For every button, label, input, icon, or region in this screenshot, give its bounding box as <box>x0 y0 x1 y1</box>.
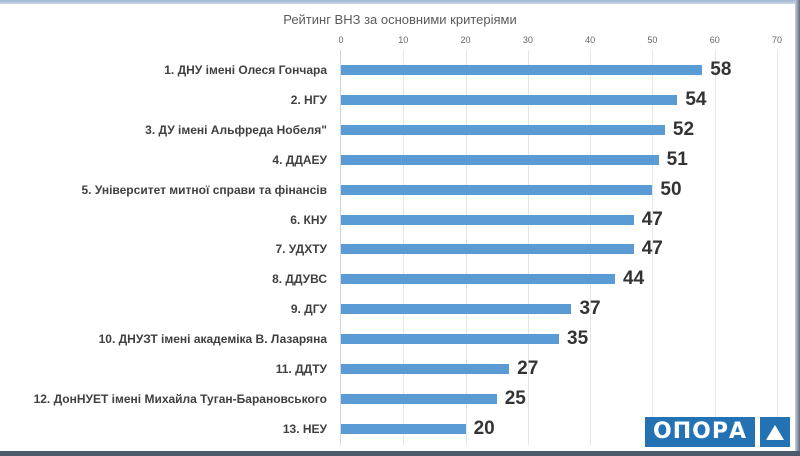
frame-bottom-border <box>0 451 800 456</box>
bar-row: 4. ДДАЕУ 51 <box>0 145 790 175</box>
value-label: 20 <box>473 417 495 439</box>
frame-right-border <box>795 0 800 456</box>
value-label: 37 <box>579 298 601 320</box>
bar <box>341 334 559 345</box>
bar <box>341 364 510 374</box>
bar <box>341 184 653 195</box>
value-label: 44 <box>623 268 645 290</box>
value-label: 47 <box>641 238 663 260</box>
bar <box>341 393 497 404</box>
x-tick-label: 70 <box>771 35 783 45</box>
value-label: 27 <box>517 358 539 379</box>
value-label: 58 <box>710 59 732 80</box>
triangle-icon <box>759 417 790 447</box>
x-tick-label: 20 <box>460 35 471 45</box>
frame-top-border <box>0 0 800 4</box>
value-label: 54 <box>685 88 707 110</box>
bar-row: 12. ДонНУЕТ імені Михайла Туган-Барановс… <box>0 384 790 414</box>
value-label: 51 <box>666 148 688 170</box>
bar-row: 3. ДУ імені Альфреда Нобеля" 52 <box>0 115 790 145</box>
y-axis-line <box>340 50 341 445</box>
bar <box>341 124 665 135</box>
bar-row: 5. Університет митної справи та фінансів… <box>0 175 790 205</box>
category-label: 1. ДНУ імені Олеся Гончара <box>164 63 327 77</box>
bar <box>341 274 616 285</box>
category-label: 6. КНУ <box>290 212 327 227</box>
x-tick-label: 10 <box>398 35 409 45</box>
bar-row: 9. ДГУ 37 <box>0 294 790 324</box>
opora-logo: ОПОРА <box>645 417 790 447</box>
value-label: 50 <box>660 178 682 200</box>
category-label: 9. ДГУ <box>290 302 327 317</box>
bar-row: 1. ДНУ імені Олеся Гончара 58 <box>0 55 790 85</box>
category-label: 10. ДНУЗТ імені академіка В. Лазаряна <box>98 332 327 347</box>
bar-row: 7. УДХТУ 47 <box>0 234 790 264</box>
x-tick-label: 0 <box>338 35 344 45</box>
bar-row: 10. ДНУЗТ імені академіка В. Лазаряна 35 <box>0 324 790 354</box>
value-label: 25 <box>504 387 526 409</box>
value-label: 47 <box>641 208 663 230</box>
category-label: 4. ДДАЕУ <box>272 152 327 167</box>
category-label: 8. ДДУВС <box>272 272 327 287</box>
bar-row: 6. КНУ 47 <box>0 205 790 235</box>
gridline <box>652 50 654 445</box>
category-label: 12. ДонНУЕТ імені Михайла Туган-Барановс… <box>33 391 327 406</box>
value-label: 52 <box>672 118 695 140</box>
category-label: 2. НГУ <box>290 92 327 107</box>
x-tick-label: 30 <box>522 35 533 45</box>
bar <box>341 94 678 105</box>
bar <box>341 304 572 315</box>
bar <box>341 154 659 165</box>
gridline <box>777 50 778 445</box>
bar <box>341 214 634 225</box>
bar-row: 8. ДДУВС 44 <box>0 264 790 294</box>
category-label: 11. ДДТУ <box>275 362 327 376</box>
category-label: 13. НЕУ <box>282 421 327 436</box>
bar <box>341 65 703 75</box>
chart-title-text: Рейтинг ВНЗ за основними критеріями <box>283 12 517 27</box>
value-label: 35 <box>567 328 589 350</box>
bar <box>341 244 634 255</box>
category-label: 3. ДУ імені Альфреда Нобеля" <box>145 122 327 137</box>
x-tick-label: 60 <box>709 35 720 45</box>
chart-title: Рейтинг ВНЗ за основними критеріями <box>0 12 800 27</box>
logo-text: ОПОРА <box>645 417 755 447</box>
category-label: 7. УДХТУ <box>275 242 327 257</box>
bar-row: 13. НЕУ 20 <box>0 414 790 444</box>
bar-row: 11. ДДТУ 27 <box>0 354 790 384</box>
gridline <box>714 50 716 445</box>
bar-row: 2. НГУ 54 <box>0 85 790 115</box>
x-tick-label: 40 <box>585 35 596 45</box>
x-tick-label: 50 <box>647 35 658 45</box>
bar <box>341 423 466 434</box>
category-label: 5. Університет митної справи та фінансів <box>81 182 327 197</box>
